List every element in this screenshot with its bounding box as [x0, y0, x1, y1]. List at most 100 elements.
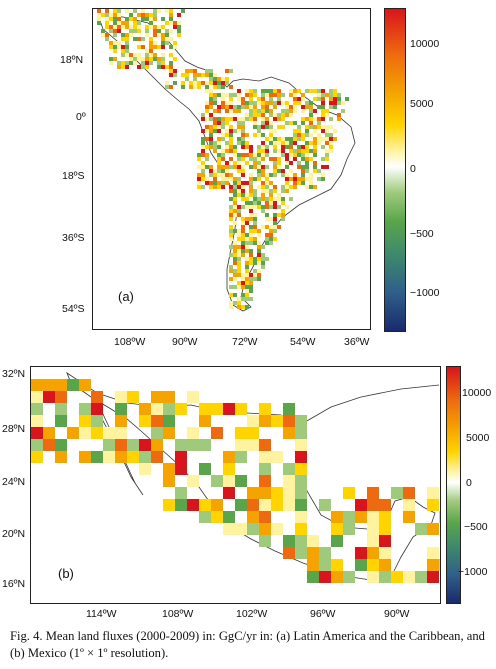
flux-cell	[277, 93, 281, 97]
flux-cell	[249, 209, 253, 213]
flux-cell	[331, 571, 343, 583]
flux-cell	[201, 141, 205, 145]
flux-cell	[233, 129, 237, 133]
flux-cell	[253, 125, 257, 129]
flux-cell	[229, 149, 233, 153]
flux-cell	[233, 205, 237, 209]
flux-cell	[31, 403, 43, 415]
flux-cell	[277, 137, 281, 141]
flux-cell	[269, 201, 273, 205]
flux-cell	[125, 49, 129, 53]
flux-cell	[223, 511, 235, 523]
flux-cell	[269, 237, 273, 241]
flux-cell	[367, 511, 379, 523]
flux-cell	[161, 25, 165, 29]
flux-cell	[281, 169, 285, 173]
flux-cell	[31, 427, 43, 439]
flux-cell	[225, 101, 229, 105]
flux-cell	[31, 379, 43, 391]
flux-cell	[169, 9, 173, 13]
flux-cell	[317, 97, 321, 101]
flux-cell	[117, 9, 121, 13]
flux-cell	[229, 173, 233, 177]
flux-cell	[253, 261, 257, 265]
flux-cell	[281, 217, 285, 221]
flux-cell	[223, 523, 235, 535]
flux-cell	[113, 49, 117, 53]
flux-cell	[317, 93, 321, 97]
flux-cell	[259, 499, 271, 511]
flux-cell	[277, 101, 281, 105]
flux-cell	[221, 157, 225, 161]
flux-cell	[325, 109, 329, 113]
flux-cell	[283, 427, 295, 439]
flux-cell	[127, 439, 139, 451]
flux-cell	[259, 463, 271, 475]
flux-cell	[79, 379, 91, 391]
flux-cell	[265, 181, 269, 185]
flux-cell	[269, 193, 273, 197]
flux-cell	[241, 125, 245, 129]
flux-cell	[249, 273, 253, 277]
colorbar-a	[384, 8, 406, 332]
flux-cell	[105, 13, 109, 17]
flux-cell	[261, 261, 265, 265]
colorbar-b-label: −500	[464, 521, 488, 533]
flux-cell	[213, 169, 217, 173]
flux-cell	[337, 113, 341, 117]
flux-cell	[285, 173, 289, 177]
flux-cell	[229, 141, 233, 145]
flux-cell	[355, 511, 367, 523]
flux-cell	[133, 9, 137, 13]
flux-cell	[151, 451, 163, 463]
flux-cell	[201, 169, 205, 173]
flux-cell	[205, 157, 209, 161]
flux-cell	[31, 439, 43, 451]
flux-cell	[233, 189, 237, 193]
flux-cell	[197, 185, 201, 189]
flux-cell	[261, 101, 265, 105]
flux-cell	[209, 77, 213, 81]
flux-cell	[237, 97, 241, 101]
flux-cell	[185, 69, 189, 73]
flux-cell	[225, 93, 229, 97]
flux-cell	[307, 535, 319, 547]
lon-label: 36ºW	[344, 336, 370, 348]
flux-cell	[109, 17, 113, 21]
flux-cell	[273, 173, 277, 177]
flux-cell	[133, 25, 137, 29]
flux-cell	[253, 273, 257, 277]
flux-cell	[253, 113, 257, 117]
colorbar-b-label: −1000	[458, 566, 488, 578]
flux-cell	[205, 101, 209, 105]
flux-cell	[55, 391, 67, 403]
flux-cell	[265, 185, 269, 189]
flux-cell	[285, 205, 289, 209]
flux-cell	[285, 185, 289, 189]
flux-cell	[301, 177, 305, 181]
flux-cell	[329, 133, 333, 137]
flux-cell	[319, 499, 331, 511]
flux-cell	[271, 487, 283, 499]
flux-cell	[249, 93, 253, 97]
flux-cell	[43, 379, 55, 391]
flux-cell	[115, 403, 127, 415]
flux-cell	[163, 475, 175, 487]
flux-cell	[265, 165, 269, 169]
flux-cell	[281, 201, 285, 205]
flux-cell	[249, 157, 253, 161]
flux-cell	[245, 305, 249, 309]
flux-cell	[125, 65, 129, 69]
flux-cell	[209, 69, 213, 73]
mexico-flux-grid	[31, 371, 440, 583]
flux-cell	[241, 197, 245, 201]
flux-cell	[149, 25, 153, 29]
flux-cell	[253, 117, 257, 121]
flux-cell	[241, 273, 245, 277]
flux-cell	[337, 97, 341, 101]
flux-cell	[233, 93, 237, 97]
flux-cell	[217, 141, 221, 145]
flux-cell	[125, 53, 129, 57]
flux-cell	[309, 109, 313, 113]
flux-cell	[199, 439, 211, 451]
